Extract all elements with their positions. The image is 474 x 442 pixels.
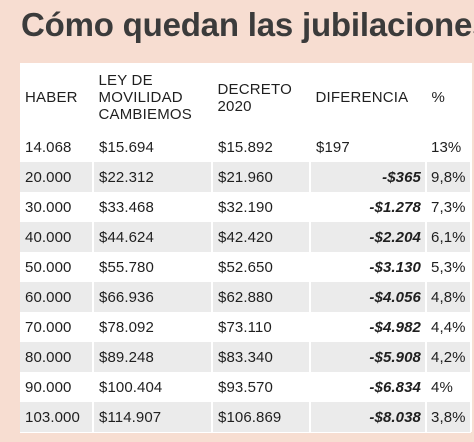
cell-ley: $55.780 [93,252,213,282]
table-row: 90.000 $100.404 $93.570 -$6.834 4% [20,372,472,402]
cell-decreto: $93.570 [212,372,311,402]
cell-haber: 80.000 [20,342,94,372]
page-title: Cómo quedan las jubilaciones [21,6,474,43]
cell-diferencia: -$4.982 [310,312,427,342]
cell-diferencia: -$365 [310,162,427,192]
cell-ley: $33.468 [93,192,213,222]
cell-percent: 3,8% [426,402,472,432]
cell-haber: 40.000 [20,222,94,252]
cell-haber: 60.000 [20,282,94,312]
table-row: 70.000 $78.092 $73.110 -$4.982 4,4% [20,312,472,342]
cell-percent: 4,4% [426,312,472,342]
cell-haber: 30.000 [20,192,94,222]
cell-ley: $78.092 [93,312,213,342]
cell-percent: 13% [426,132,472,162]
cell-decreto: $52.650 [212,252,311,282]
cell-decreto: $15.892 [212,132,311,162]
table-row: 60.000 $66.936 $62.880 -$4.056 4,8% [20,282,472,312]
table-row: 50.000 $55.780 $52.650 -$3.130 5,3% [20,252,472,282]
cell-haber: 50.000 [20,252,94,282]
cell-percent: 5,3% [426,252,472,282]
cell-percent: 7,3% [426,192,472,222]
cell-haber: 103.000 [20,402,94,432]
cell-percent: 4,8% [426,282,472,312]
cell-ley: $22.312 [93,162,213,192]
cell-decreto: $42.420 [212,222,311,252]
cell-ley: $15.694 [93,132,213,162]
cell-diferencia: -$8.038 [310,402,427,432]
cell-percent: 9,8% [426,162,472,192]
cell-percent: 4% [426,372,472,402]
cell-haber: 20.000 [20,162,94,192]
header-percent: % [426,63,472,132]
pension-data-table: HABER LEY DE MOVILIDAD CAMBIEMOS DECRETO… [20,63,472,432]
table-row: 14.068 $15.694 $15.892 $197 13% [20,132,472,162]
header-haber: HABER [20,63,94,132]
header-ley-movilidad: LEY DE MOVILIDAD CAMBIEMOS [93,63,213,132]
header-diferencia: DIFERENCIA [310,63,427,132]
cell-decreto: $73.110 [212,312,311,342]
cell-diferencia: -$6.834 [310,372,427,402]
cell-diferencia: -$2.204 [310,222,427,252]
table-row: 103.000 $114.907 $106.869 -$8.038 3,8% [20,402,472,432]
cell-diferencia: $197 [310,132,427,162]
pension-table: HABER LEY DE MOVILIDAD CAMBIEMOS DECRETO… [20,63,472,433]
cell-ley: $89.248 [93,342,213,372]
cell-haber: 14.068 [20,132,94,162]
cell-ley: $100.404 [93,372,213,402]
header-decreto: DECRETO 2020 [212,63,311,132]
cell-diferencia: -$4.056 [310,282,427,312]
table-header-row: HABER LEY DE MOVILIDAD CAMBIEMOS DECRETO… [20,63,472,132]
cell-decreto: $62.880 [212,282,311,312]
cell-decreto: $106.869 [212,402,311,432]
cell-haber: 70.000 [20,312,94,342]
cell-ley: $114.907 [93,402,213,432]
cell-percent: 6,1% [426,222,472,252]
cell-diferencia: -$1.278 [310,192,427,222]
cell-decreto: $32.190 [212,192,311,222]
table-row: 20.000 $22.312 $21.960 -$365 9,8% [20,162,472,192]
cell-diferencia: -$5.908 [310,342,427,372]
cell-haber: 90.000 [20,372,94,402]
cell-decreto: $83.340 [212,342,311,372]
cell-percent: 4,2% [426,342,472,372]
cell-ley: $44.624 [93,222,213,252]
table-row: 30.000 $33.468 $32.190 -$1.278 7,3% [20,192,472,222]
cell-diferencia: -$3.130 [310,252,427,282]
table-row: 80.000 $89.248 $83.340 -$5.908 4,2% [20,342,472,372]
table-row: 40.000 $44.624 $42.420 -$2.204 6,1% [20,222,472,252]
cell-decreto: $21.960 [212,162,311,192]
cell-ley: $66.936 [93,282,213,312]
